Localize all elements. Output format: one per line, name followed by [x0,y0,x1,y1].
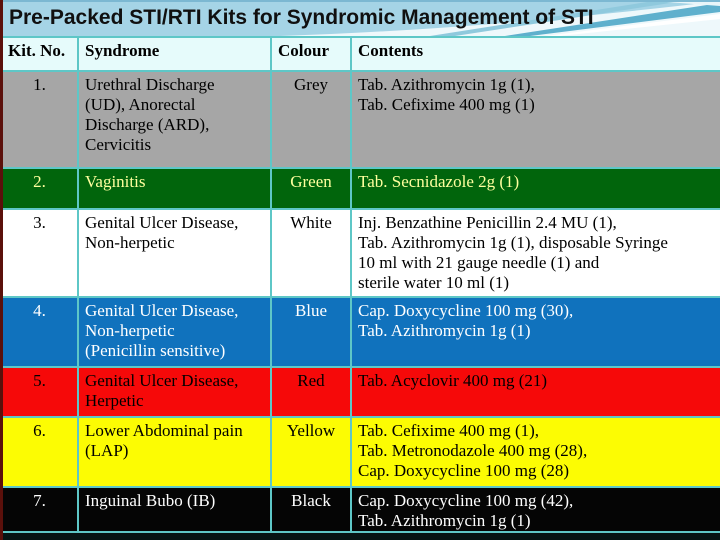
header-contents: Contents [350,36,720,72]
cell-syndrome: Inguinal Bubo (IB) [77,486,272,539]
cell-syndrome: Genital Ulcer Disease, Non-herpetic (Pen… [77,296,272,369]
cell-syndrome: Urethral Discharge (UD), Anorectal Disch… [77,70,272,169]
cell-contents: Inj. Benzathine Penicillin 2.4 MU (1), T… [350,207,720,299]
header-syndrome: Syndrome [77,36,272,72]
cell-colour: Grey [270,70,352,169]
slide-top-edge [0,0,720,2]
cell-kit-no: 2. [0,167,79,210]
table-row: 5. Genital Ulcer Disease, Herpetic Red T… [0,366,720,419]
cell-syndrome: Genital Ulcer Disease, Non-herpetic [77,207,272,299]
cell-kit-no: 4. [0,296,79,369]
cell-colour: Black [270,486,352,539]
cell-kit-no: 6. [0,416,79,489]
cell-colour: Yellow [270,416,352,489]
cell-kit-no: 1. [0,70,79,169]
cell-syndrome: Genital Ulcer Disease, Herpetic [77,366,272,419]
table-row: 4. Genital Ulcer Disease, Non-herpetic (… [0,296,720,369]
cell-colour: Red [270,366,352,419]
cell-contents: Tab. Secnidazole 2g (1) [350,167,720,210]
cell-colour: Blue [270,296,352,369]
cell-contents: Cap. Doxycycline 100 mg (30), Tab. Azith… [350,296,720,369]
cell-syndrome: Vaginitis [77,167,272,210]
cell-colour: White [270,207,352,299]
title-bar: Pre-Packed STI/RTI Kits for Syndromic Ma… [0,0,720,36]
title-swoosh-graphic [0,0,720,36]
cell-kit-no: 7. [0,486,79,539]
table-row: 6. Lower Abdominal pain (LAP) Yellow Tab… [0,416,720,489]
cell-kit-no: 5. [0,366,79,419]
kits-table: Kit. No. Syndrome Colour Contents 1. Ure… [0,36,720,539]
cell-syndrome: Lower Abdominal pain (LAP) [77,416,272,489]
slide-bottom-strip [0,531,720,540]
cell-contents: Tab. Acyclovir 400 mg (21) [350,366,720,419]
cell-contents: Tab. Cefixime 400 mg (1), Tab. Metronoda… [350,416,720,489]
table-row: 1. Urethral Discharge (UD), Anorectal Di… [0,70,720,169]
slide-title: Pre-Packed STI/RTI Kits for Syndromic Ma… [9,6,594,29]
cell-colour: Green [270,167,352,210]
table-row: 7. Inguinal Bubo (IB) Black Cap. Doxycyc… [0,486,720,539]
table-header-row: Kit. No. Syndrome Colour Contents [0,36,720,72]
header-kit-no: Kit. No. [0,36,79,72]
cell-kit-no: 3. [0,207,79,299]
table-row: 3. Genital Ulcer Disease, Non-herpetic W… [0,207,720,299]
cell-contents: Tab. Azithromycin 1g (1), Tab. Cefixime … [350,70,720,169]
cell-contents: Cap. Doxycycline 100 mg (42), Tab. Azith… [350,486,720,539]
header-colour: Colour [270,36,352,72]
table-row: 2. Vaginitis Green Tab. Secnidazole 2g (… [0,167,720,210]
slide-left-edge-bar [0,0,3,540]
